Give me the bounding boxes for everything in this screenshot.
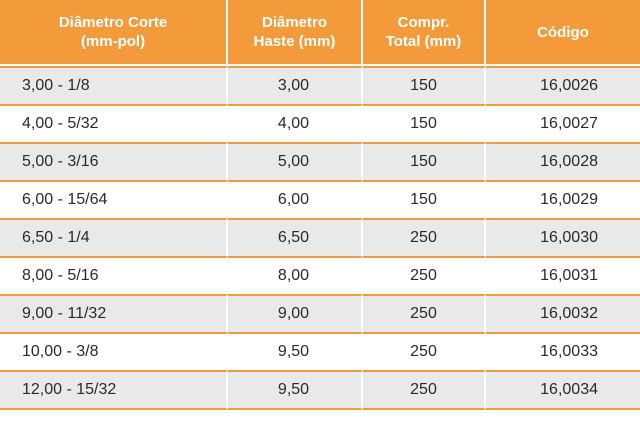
cell-total-length: 250 — [363, 332, 486, 370]
cell-shank-diameter: 9,00 — [228, 294, 363, 332]
column-header-cut-diameter: Diâmetro Corte (mm-pol) — [0, 0, 228, 66]
cell-total-length: 150 — [363, 142, 486, 180]
table-row: 12,00 - 15/32 9,50 250 16,0034 — [0, 370, 640, 410]
column-header-code: Código — [486, 0, 640, 66]
table-body: 3,00 - 1/8 3,00 150 16,0026 4,00 - 5/32 … — [0, 66, 640, 410]
cell-cut-diameter: 6,50 - 1/4 — [0, 218, 228, 256]
cell-shank-diameter: 6,00 — [228, 180, 363, 218]
cell-shank-diameter: 4,00 — [228, 104, 363, 142]
cell-total-length: 150 — [363, 180, 486, 218]
cell-code: 16,0034 — [486, 370, 640, 410]
cell-code: 16,0027 — [486, 104, 640, 142]
cell-shank-diameter: 3,00 — [228, 66, 363, 104]
table-header: Diâmetro Corte (mm-pol) Diâmetro Haste (… — [0, 0, 640, 66]
cell-code: 16,0029 — [486, 180, 640, 218]
table-row: 3,00 - 1/8 3,00 150 16,0026 — [0, 66, 640, 104]
cell-total-length: 150 — [363, 66, 486, 104]
cell-cut-diameter: 3,00 - 1/8 — [0, 66, 228, 104]
cell-total-length: 250 — [363, 294, 486, 332]
cell-code: 16,0030 — [486, 218, 640, 256]
cell-cut-diameter: 8,00 - 5/16 — [0, 256, 228, 294]
table-row: 4,00 - 5/32 4,00 150 16,0027 — [0, 104, 640, 142]
cell-code: 16,0033 — [486, 332, 640, 370]
cell-shank-diameter: 9,50 — [228, 332, 363, 370]
cell-shank-diameter: 5,00 — [228, 142, 363, 180]
table-row: 6,50 - 1/4 6,50 250 16,0030 — [0, 218, 640, 256]
header-line: (mm-pol) — [80, 33, 146, 50]
cell-cut-diameter: 6,00 - 15/64 — [0, 180, 228, 218]
cell-cut-diameter: 5,00 - 3/16 — [0, 142, 228, 180]
cell-shank-diameter: 8,00 — [228, 256, 363, 294]
cell-code: 16,0032 — [486, 294, 640, 332]
table-row: 10,00 - 3/8 9,50 250 16,0033 — [0, 332, 640, 370]
cell-shank-diameter: 9,50 — [228, 370, 363, 410]
header-line: Diâmetro Corte — [58, 14, 168, 31]
header-line: Código — [537, 23, 589, 41]
header-line: Haste (mm) — [253, 33, 336, 50]
cell-cut-diameter: 9,00 - 11/32 — [0, 294, 228, 332]
cell-total-length: 250 — [363, 370, 486, 410]
cell-total-length: 250 — [363, 256, 486, 294]
cell-total-length: 150 — [363, 104, 486, 142]
cell-cut-diameter: 4,00 - 5/32 — [0, 104, 228, 142]
cell-code: 16,0031 — [486, 256, 640, 294]
header-line: Total (mm) — [385, 33, 462, 50]
cell-code: 16,0026 — [486, 66, 640, 104]
table-row: 6,00 - 15/64 6,00 150 16,0029 — [0, 180, 640, 218]
cell-shank-diameter: 6,50 — [228, 218, 363, 256]
cell-cut-diameter: 10,00 - 3/8 — [0, 332, 228, 370]
table-row: 5,00 - 3/16 5,00 150 16,0028 — [0, 142, 640, 180]
column-header-total-length: Compr. Total (mm) — [363, 0, 486, 66]
column-header-shank-diameter: Diâmetro Haste (mm) — [228, 0, 363, 66]
product-spec-table: Diâmetro Corte (mm-pol) Diâmetro Haste (… — [0, 0, 640, 410]
table-row: 9,00 - 11/32 9,00 250 16,0032 — [0, 294, 640, 332]
cell-cut-diameter: 12,00 - 15/32 — [0, 370, 228, 410]
cell-code: 16,0028 — [486, 142, 640, 180]
header-row: Diâmetro Corte (mm-pol) Diâmetro Haste (… — [0, 0, 640, 66]
cell-total-length: 250 — [363, 218, 486, 256]
table-row: 8,00 - 5/16 8,00 250 16,0031 — [0, 256, 640, 294]
header-line: Compr. — [397, 14, 450, 31]
header-line: Diâmetro — [261, 14, 328, 31]
